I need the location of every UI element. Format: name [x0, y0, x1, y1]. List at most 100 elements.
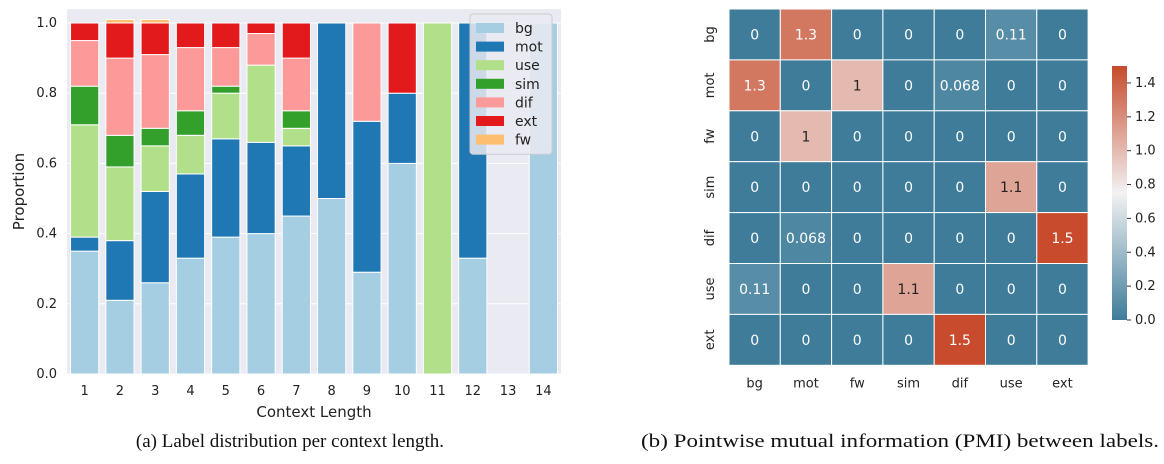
heatmap-cells: 0 1.3 0 0 0 0.11 0 1.3 0 1 0 0.068 0 0 0 1 0 0 0 0 0 0 0 0 0 0 1.1… — [728, 8, 1089, 366]
heatmap-cell — [882, 313, 935, 366]
cell-value: 0 — [1058, 180, 1067, 196]
cell-value: 0 — [955, 27, 964, 43]
cell-value: 0 — [853, 333, 862, 349]
cell-value: 0 — [750, 180, 759, 196]
colorbar-ticks: 0.0 0.2 0.4 0.6 0.8 1.0 1.2 1.4 — [1127, 76, 1156, 328]
heatmap-cell — [985, 8, 1038, 61]
heatmap-cell — [779, 59, 833, 112]
colorbar-tick-label: 1.0 — [1135, 144, 1156, 159]
cell-value: 0 — [1058, 27, 1067, 43]
x-tick-label: 8 — [328, 384, 336, 399]
legend-swatch-fw — [476, 134, 504, 145]
cell-value: 0 — [1007, 129, 1016, 145]
heatmap-cell — [882, 110, 935, 163]
heatmap-cell — [1036, 8, 1089, 61]
heatmap-cell — [728, 8, 781, 61]
heatmap-cell — [728, 110, 781, 163]
cell-value: 0 — [801, 333, 810, 349]
x-tick-label: 3 — [151, 384, 159, 399]
bar-segment-bg — [140, 282, 170, 375]
x-tick-label: 2 — [116, 384, 124, 399]
heatmap-cell — [882, 161, 935, 214]
legend: bg mot use sim dif ext fw — [469, 13, 553, 155]
legend-swatch-sim — [476, 78, 504, 89]
cell-value: 0 — [853, 27, 862, 43]
bar-segment-bg — [246, 233, 276, 375]
cell-value: 0 — [1007, 333, 1016, 349]
bar-segment-ext — [211, 22, 241, 49]
bar-segment-ext — [70, 22, 100, 42]
column-labels: bg mot fw sim dif use ext — [746, 376, 1072, 391]
legend-label: fw — [515, 133, 531, 149]
cell-value: 0 — [1007, 78, 1016, 94]
heatmap-cell — [1036, 110, 1089, 163]
heatmap-cell — [1036, 59, 1089, 112]
bar-segment-sim — [105, 134, 135, 168]
bar-segment-dif — [352, 22, 382, 122]
column-label: sim — [897, 376, 920, 391]
stacked-bar-chart: 1 2 3 4 5 6 7 8 9 10 11 12 13 14 0.00.20.40.60.81.0 C… — [10, 9, 561, 421]
bar-segment-bg — [458, 257, 488, 375]
bar-segment-bg — [317, 198, 347, 375]
bar-segment-mot — [175, 173, 206, 259]
colorbar-tick-label: 1.2 — [1135, 110, 1156, 125]
column-label: mot — [793, 376, 819, 391]
heatmap-cell — [933, 161, 987, 214]
cell-value: 0 — [1058, 129, 1067, 145]
bar-segment-use — [175, 134, 206, 175]
cell-value: 1.5 — [1051, 231, 1073, 247]
bar-segment-sim — [175, 110, 206, 136]
column-label: bg — [746, 376, 763, 391]
heatmap-cell — [779, 313, 833, 366]
cell-value: 0 — [853, 282, 862, 298]
x-tick-label: 13 — [500, 384, 517, 399]
legend-swatch-ext — [476, 116, 504, 126]
bar-segment-dif — [281, 57, 311, 112]
legend-swatch-use — [476, 60, 504, 71]
bar-segment-sim — [281, 110, 311, 129]
row-labels: bg mot fw sim dif use ext — [703, 26, 718, 350]
cell-value: 0 — [1007, 231, 1016, 247]
x-tick-label: 9 — [363, 384, 371, 399]
cell-value: 1.5 — [949, 333, 971, 349]
y-tick-label: 0.8 — [36, 86, 57, 101]
bar-segment-bg — [175, 257, 206, 375]
cell-value: 0 — [750, 27, 759, 43]
y-tick-label: 0.4 — [36, 227, 57, 242]
bar-segment-bg — [211, 236, 241, 375]
legend-swatch-bg — [476, 23, 504, 33]
bar-segment-dif — [105, 57, 135, 136]
heatmap-cell — [831, 59, 884, 112]
cell-value: 0 — [904, 333, 913, 349]
x-tick-label: 12 — [465, 384, 482, 399]
column-label: use — [1000, 376, 1023, 391]
bar-segment-bg — [352, 271, 382, 375]
bar-segment-use — [422, 22, 453, 375]
heatmap-cell — [882, 212, 935, 265]
cell-value: 0 — [1058, 78, 1067, 94]
x-tick-label: 11 — [429, 384, 446, 399]
legend-label: sim — [515, 77, 540, 93]
bar-segment-fw — [140, 18, 170, 24]
bar-segment-ext — [140, 22, 170, 56]
bar-segment-use — [105, 166, 135, 242]
x-tick-label: 1 — [81, 384, 89, 399]
column-label: dif — [952, 376, 969, 391]
heatmap-cell — [882, 8, 935, 61]
heatmap-cell — [933, 313, 987, 366]
legend-label: mot — [515, 40, 543, 56]
bar-segment-ext — [281, 22, 311, 59]
row-label: ext — [703, 330, 718, 351]
heatmap-cell — [831, 263, 884, 315]
heatmap-cell — [779, 212, 833, 265]
legend-label: use — [515, 58, 540, 74]
heatmap-cell — [779, 110, 833, 163]
cell-value: 0 — [904, 129, 913, 145]
bar-segment-use — [211, 92, 241, 140]
y-axis-label: Proportion — [10, 153, 28, 230]
bar-segment-mot — [140, 190, 170, 284]
heatmap-cell — [831, 212, 884, 265]
y-tick-labels: 0.0 0.2 0.4 0.6 0.8 1.0 — [36, 16, 57, 382]
heatmap-cell — [933, 263, 987, 315]
